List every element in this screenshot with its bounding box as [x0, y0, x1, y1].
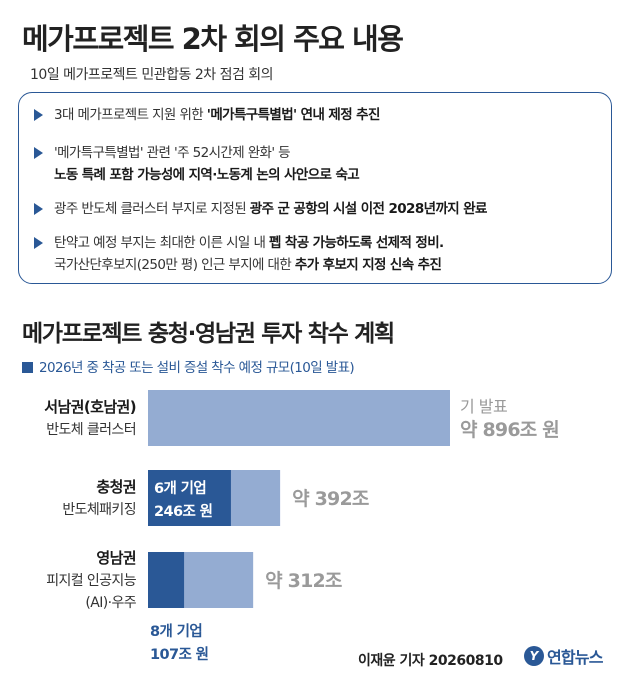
- credit-text: 이재윤 기자 20260810: [358, 653, 503, 669]
- bullet-emphasis: 광주 군 공항의 시설 이전 2028년까지 완료: [249, 201, 488, 217]
- data-label-highlight: 6개 기업: [154, 480, 206, 497]
- data-label-total: 약 312조: [265, 570, 342, 592]
- data-label-total: 약 896조 원: [460, 419, 559, 441]
- summary-bullet: 광주 반도체 클러스터 부지로 지정된 광주 군 공항의 시설 이전 2028년…: [34, 198, 594, 220]
- bar-highlight: [148, 552, 185, 608]
- data-label-highlight: 8개 기업: [150, 623, 202, 640]
- bullet-line: 3대 메가프로젝트 지원 위한 '메가특구특별법' 연내 제정 추진: [54, 104, 594, 126]
- bullet-text: 탄약고 예정 부지는 최대한 이른 시일 내: [54, 235, 269, 251]
- yonhap-logo: Y 연합뉴스: [524, 644, 603, 668]
- logo-mark-icon: Y: [524, 646, 544, 666]
- bullet-text: 국가산단후보지(250만 평) 인근 부지에 대한: [54, 257, 295, 273]
- bullet-line: 국가산단후보지(250만 평) 인근 부지에 대한 추가 후보지 지정 신속 추…: [54, 254, 594, 276]
- bar-total: [148, 390, 450, 446]
- bar-highlight: [148, 470, 231, 526]
- bullet-emphasis: '메가특구특별법' 연내 제정 추진: [206, 107, 381, 123]
- bullet-text: 3대 메가프로젝트 지원 위한: [54, 107, 207, 123]
- bullet-line: '메가특구특별법' 관련 '주 52시간제 완화' 등: [54, 142, 594, 164]
- legend-swatch: [22, 362, 33, 373]
- bullet-arrow-icon: [34, 109, 43, 121]
- bullet-text: '메가특구특별법' 관련 '주 52시간제 완화' 등: [54, 145, 291, 161]
- bullet-emphasis: 추가 후보지 지정 신속 추진: [294, 257, 442, 273]
- bullet-line: 노동 특례 포함 가능성에 지역·노동계 논의 사안으로 숙고: [54, 164, 594, 186]
- legend-label: 2026년 중 착공 또는 설비 증설 착수 예정 규모(10일 발표): [39, 360, 355, 376]
- bullet-arrow-icon: [34, 203, 43, 215]
- summary-box: [18, 92, 612, 284]
- bullet-text: 광주 반도체 클러스터 부지로 지정된: [54, 201, 250, 217]
- page-title: 메가프로젝트 2차 회의 주요 내용: [22, 22, 404, 56]
- summary-bullet: 3대 메가프로젝트 지원 위한 '메가특구특별법' 연내 제정 추진: [34, 104, 594, 126]
- data-label-highlight: 107조 원: [150, 646, 209, 663]
- data-label-total: 약 392조: [292, 488, 369, 510]
- category-label: 영남권: [96, 549, 136, 567]
- bullet-emphasis: 펩 착공 가능하도록 선제적 정비.: [268, 235, 444, 251]
- category-label: 충청권: [96, 478, 136, 496]
- bullet-arrow-icon: [34, 237, 43, 249]
- page-subtitle: 10일 메가프로젝트 민관합동 2차 점검 회의: [30, 67, 274, 83]
- data-label-total: 기 발표: [460, 397, 507, 416]
- category-label: 반도체패키징: [62, 502, 136, 518]
- logo-text: 연합뉴스: [547, 648, 603, 667]
- category-label: (AI)·우주: [85, 595, 136, 611]
- chart-legend: 2026년 중 착공 또는 설비 증설 착수 예정 규모(10일 발표): [22, 356, 355, 376]
- bullet-line: 광주 반도체 클러스터 부지로 지정된 광주 군 공항의 시설 이전 2028년…: [54, 198, 594, 220]
- bullet-arrow-icon: [34, 147, 43, 159]
- category-label: 피지컬 인공지능: [46, 573, 137, 589]
- bullet-line: 탄약고 예정 부지는 최대한 이른 시일 내 펩 착공 가능하도록 선제적 정비…: [54, 232, 594, 254]
- data-label-highlight: 246조 원: [154, 503, 213, 520]
- category-label: 반도체 클러스터: [46, 422, 136, 438]
- category-label: 서남권(호남권): [44, 398, 136, 416]
- bullet-emphasis: 노동 특례 포함 가능성에 지역·노동계 논의 사안으로 숙고: [54, 167, 360, 183]
- summary-bullet: 탄약고 예정 부지는 최대한 이른 시일 내 펩 착공 가능하도록 선제적 정비…: [34, 232, 594, 276]
- chart-title: 메가프로젝트 충청·영남권 투자 착수 계획: [22, 321, 395, 347]
